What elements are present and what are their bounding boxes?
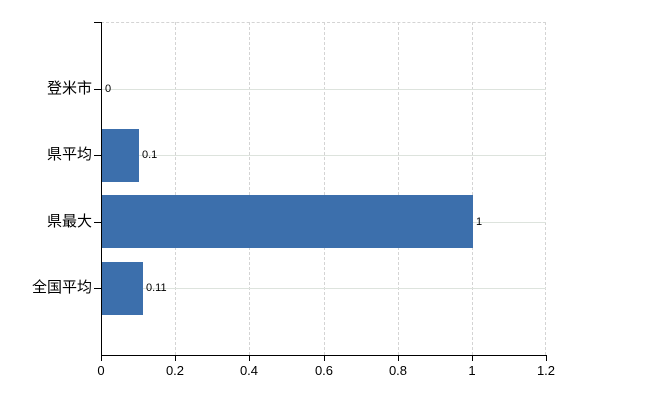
- vertical-gridline: [175, 22, 176, 355]
- x-axis-tick: [472, 356, 473, 361]
- x-axis-tick: [398, 356, 399, 361]
- bar-value-label: 0: [105, 83, 112, 95]
- y-axis-tick: [94, 288, 101, 289]
- horizontal-gridline: [102, 155, 546, 156]
- vertical-gridline: [472, 22, 473, 355]
- bar-value-label: 0.1: [142, 149, 158, 161]
- bar: [102, 262, 143, 315]
- y-axis-tick: [94, 155, 101, 156]
- vertical-gridline: [249, 22, 250, 355]
- x-tick-label: 0.4: [239, 363, 259, 378]
- x-tick-label: 1: [468, 363, 476, 378]
- vertical-gridline: [324, 22, 325, 355]
- bar-value-label: 0.11: [146, 282, 167, 294]
- horizontal-gridline: [102, 89, 546, 90]
- category-label: 県最大: [46, 213, 92, 230]
- x-tick-label: 0: [97, 363, 105, 378]
- x-axis-tick: [546, 356, 547, 361]
- category-label: 登米市: [46, 80, 92, 97]
- x-axis-tick: [249, 356, 250, 361]
- bar: [102, 195, 473, 248]
- x-tick-label: 1.2: [536, 363, 556, 378]
- x-axis-tick: [324, 356, 325, 361]
- x-axis-tick: [101, 356, 102, 361]
- x-axis-tick: [175, 356, 176, 361]
- bar: [102, 129, 139, 182]
- vertical-gridline: [398, 22, 399, 355]
- x-tick-label: 0.6: [314, 363, 334, 378]
- plot-area: [101, 22, 546, 355]
- category-label: 県平均: [46, 146, 92, 163]
- y-axis-tick: [94, 89, 101, 90]
- y-axis-line: [101, 22, 102, 356]
- category-label: 全国平均: [31, 279, 92, 296]
- x-tick-label: 0.8: [388, 363, 408, 378]
- y-axis-tick: [94, 22, 101, 23]
- x-axis-line: [101, 355, 547, 356]
- horizontal-gridline: [102, 288, 546, 289]
- x-tick-label: 0.2: [165, 363, 185, 378]
- y-axis-tick: [94, 222, 101, 223]
- bar-value-label: 1: [476, 216, 483, 228]
